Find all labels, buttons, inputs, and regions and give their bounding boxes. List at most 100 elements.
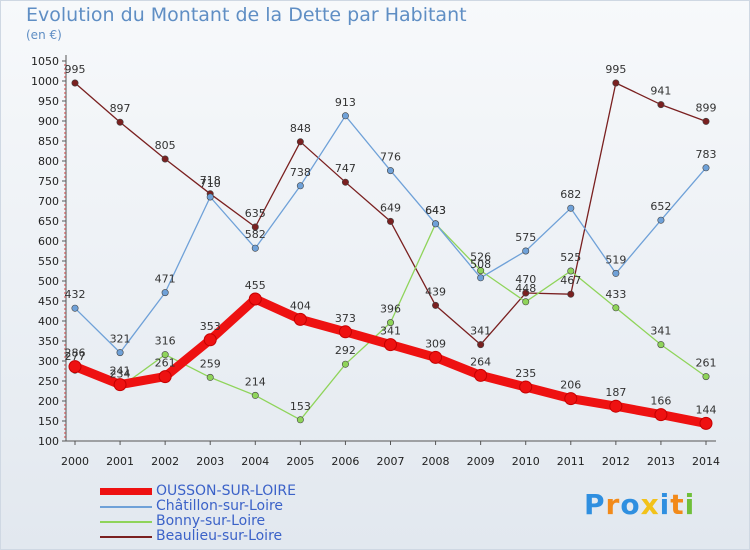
data-point	[477, 267, 485, 275]
logo-letter: P	[584, 488, 606, 521]
data-label: 448	[515, 282, 536, 295]
x-tick-label: 2014	[692, 455, 720, 468]
y-tick-label: 1000	[31, 75, 59, 88]
data-label: 309	[425, 337, 446, 350]
legend-swatch	[100, 521, 152, 523]
data-point	[477, 274, 485, 282]
data-point	[116, 118, 124, 126]
logo-letter: o	[620, 488, 641, 521]
data-point	[657, 341, 665, 349]
data-label: 635	[245, 207, 266, 220]
data-point	[474, 368, 488, 382]
logo-letter: r	[605, 488, 621, 521]
data-label: 341	[650, 325, 671, 338]
data-point	[522, 247, 530, 255]
data-label: 710	[200, 177, 221, 190]
data-point	[702, 164, 710, 172]
data-label: 471	[155, 273, 176, 286]
data-label: 718	[200, 174, 221, 187]
legend-label: Châtillon-sur-Loire	[156, 498, 284, 514]
y-tick-label: 150	[38, 415, 59, 428]
data-point	[248, 292, 262, 306]
data-point	[296, 138, 304, 146]
legend-item: Beaulieu-sur-Loire	[100, 529, 360, 544]
legend-item: Bonny-sur-Loire	[100, 514, 360, 529]
logo-letter: t	[670, 488, 685, 521]
data-label: 261	[696, 357, 717, 370]
data-label: 525	[560, 251, 581, 264]
data-label: 166	[650, 395, 671, 408]
y-tick-label: 950	[38, 95, 59, 108]
data-point	[386, 217, 394, 225]
x-tick-label: 2010	[512, 455, 540, 468]
data-point	[564, 392, 578, 406]
data-point	[251, 391, 259, 399]
y-tick-label: 200	[38, 395, 59, 408]
data-label: 467	[560, 274, 581, 287]
x-tick-label: 2000	[61, 455, 89, 468]
plot-points	[68, 79, 713, 430]
x-tick-label: 2011	[557, 455, 585, 468]
data-label: 682	[560, 188, 581, 201]
y-tick-label: 300	[38, 355, 59, 368]
data-label: 292	[335, 344, 356, 357]
y-tick-label: 700	[38, 195, 59, 208]
data-label: 341	[470, 325, 491, 338]
data-label: 508	[470, 258, 491, 271]
data-label: 995	[65, 63, 86, 76]
chart-legend: OUSSON-SUR-LOIRE Châtillon-sur-Loire Bonny…	[100, 484, 360, 544]
data-label: 261	[155, 357, 176, 370]
data-point	[657, 101, 665, 109]
data-point	[113, 378, 127, 392]
y-tick-label: 400	[38, 315, 59, 328]
data-label: 316	[155, 335, 176, 348]
data-label: 455	[245, 279, 266, 292]
x-tick-label: 2002	[151, 455, 179, 468]
data-label: 805	[155, 139, 176, 152]
data-point	[71, 304, 79, 312]
x-tick-label: 2013	[647, 455, 675, 468]
data-label: 649	[380, 201, 401, 214]
data-label: 470	[515, 273, 536, 286]
y-tick-label: 100	[38, 435, 59, 448]
data-point	[519, 380, 533, 394]
data-point	[158, 370, 172, 384]
chart-title: Evolution du Montant de la Dette par Hab…	[26, 4, 467, 26]
x-tick-label: 2008	[422, 455, 450, 468]
data-label: 652	[650, 200, 671, 213]
data-point	[702, 117, 710, 125]
legend-swatch	[100, 536, 152, 538]
data-point	[567, 204, 575, 212]
data-label: 582	[245, 228, 266, 241]
data-label: 321	[110, 333, 131, 346]
data-label: 259	[200, 357, 221, 370]
data-point	[612, 304, 620, 312]
data-point	[161, 155, 169, 163]
x-tick-label: 2009	[467, 455, 495, 468]
data-label: 738	[290, 166, 311, 179]
data-label: 153	[290, 400, 311, 413]
data-label: 575	[515, 231, 536, 244]
y-tick-label: 900	[38, 115, 59, 128]
x-tick-label: 2005	[286, 455, 314, 468]
y-tick-label: 450	[38, 295, 59, 308]
data-point	[429, 350, 443, 364]
data-point	[341, 360, 349, 368]
x-tick-label: 2006	[331, 455, 359, 468]
data-point	[612, 269, 620, 277]
data-label: 899	[696, 101, 717, 114]
legend-item: Châtillon-sur-Loire	[100, 499, 360, 514]
data-point	[251, 223, 259, 231]
data-label: 995	[605, 63, 626, 76]
data-point	[206, 193, 214, 201]
chart-axes: 100 150 200 250 300 350 400 450 500 550 600 650 700 7…	[31, 55, 720, 468]
data-label: 776	[380, 151, 401, 164]
plot-labels: 995 897 805 718 635 848 747 649 439 341 470 467 995 9…	[65, 63, 717, 416]
data-label: 848	[290, 122, 311, 135]
data-point	[338, 325, 352, 339]
data-point	[68, 360, 82, 374]
x-tick-label: 2003	[196, 455, 224, 468]
data-point	[567, 290, 575, 298]
